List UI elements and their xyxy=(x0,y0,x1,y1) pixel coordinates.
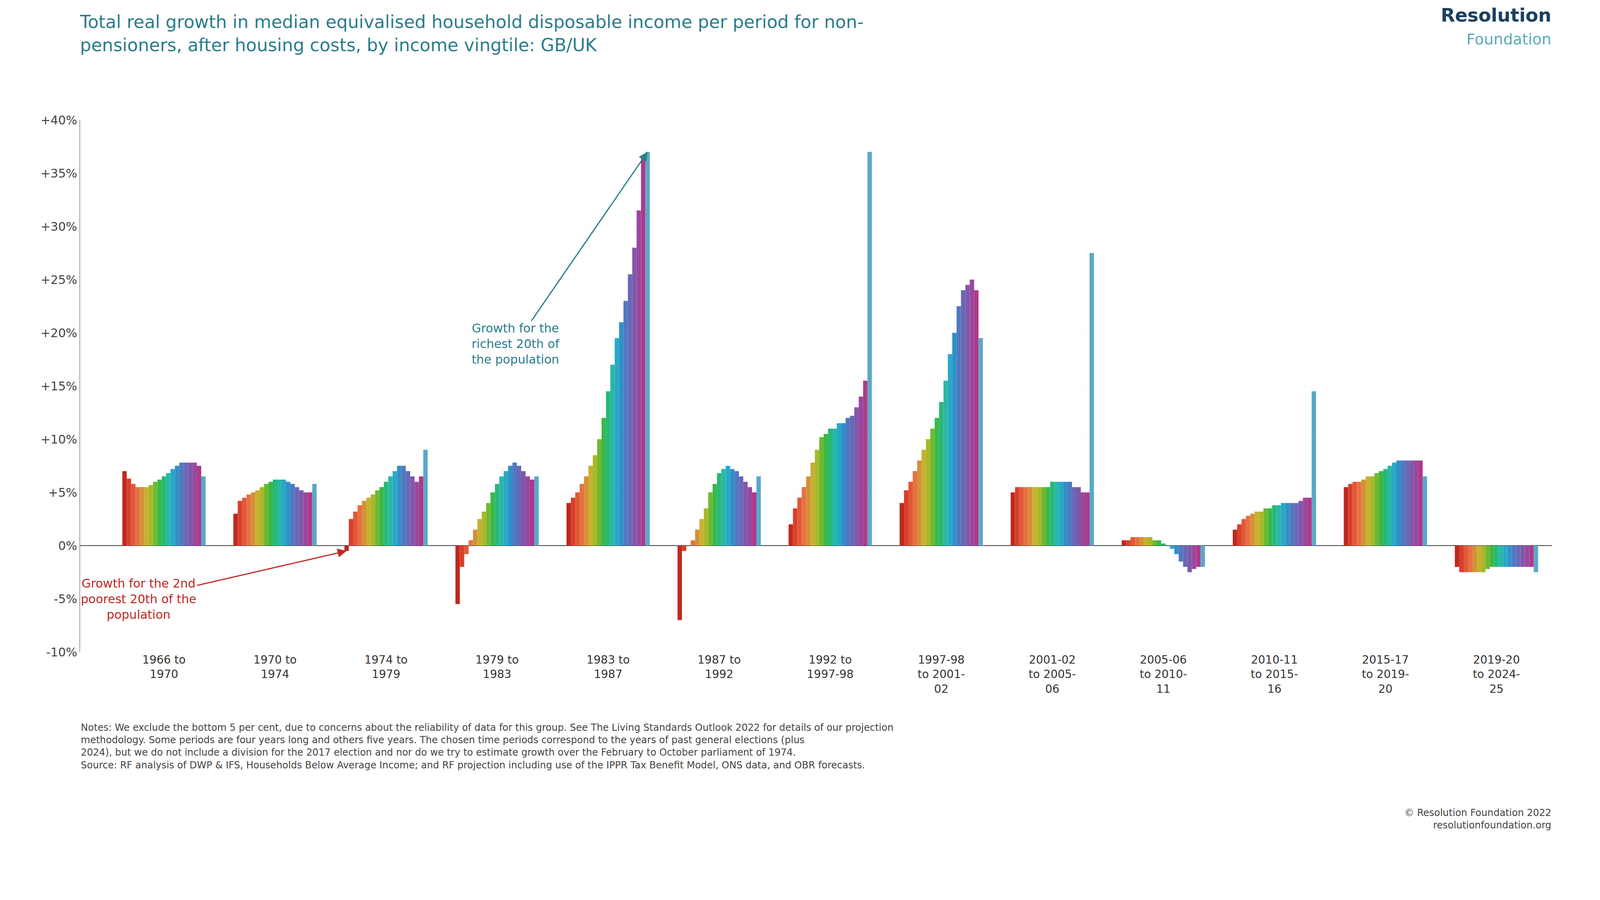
svg-text:+35%: +35% xyxy=(40,166,78,181)
svg-text:+10%: +10% xyxy=(40,432,78,447)
svg-text:1970 to1974: 1970 to1974 xyxy=(253,653,297,681)
svg-text:2015-17to 2019-20: 2015-17to 2019-20 xyxy=(1361,653,1409,696)
svg-text:1966 to1970: 1966 to1970 xyxy=(142,653,186,681)
svg-text:2001-02to 2005-06: 2001-02to 2005-06 xyxy=(1028,653,1076,696)
svg-text:1987 to1992: 1987 to1992 xyxy=(697,653,741,681)
svg-text:2010-11to 2015-16: 2010-11to 2015-16 xyxy=(1250,653,1298,696)
svg-text:-10%: -10% xyxy=(46,645,78,660)
svg-text:Growth for the 2ndpoorest 20th: Growth for the 2ndpoorest 20th of thepop… xyxy=(80,576,197,622)
svg-text:Resolution: Resolution xyxy=(1440,4,1552,26)
svg-text:+5%: +5% xyxy=(48,485,78,500)
svg-text:+25%: +25% xyxy=(40,272,78,287)
svg-text:0%: 0% xyxy=(58,538,78,553)
svg-text:+30%: +30% xyxy=(40,219,78,234)
svg-text:Growth for therichest 20th oft: Growth for therichest 20th ofthe populat… xyxy=(471,321,560,367)
svg-text:1979 to1983: 1979 to1983 xyxy=(475,653,519,681)
svg-text:© Resolution Foundation 2022re: © Resolution Foundation 2022resolutionfo… xyxy=(1404,807,1552,831)
svg-text:+20%: +20% xyxy=(40,326,78,340)
svg-text:Notes: We exclude the bottom 5: Notes: We exclude the bottom 5 per cent,… xyxy=(80,722,894,771)
svg-text:1974 to1979: 1974 to1979 xyxy=(364,653,408,681)
svg-text:Total real growth in median eq: Total real growth in median equivalised … xyxy=(79,11,864,55)
svg-text:1997-98to 2001-02: 1997-98to 2001-02 xyxy=(917,653,965,696)
svg-text:1992 to1997-98: 1992 to1997-98 xyxy=(806,653,854,681)
svg-text:2005-06to 2010-11: 2005-06to 2010-11 xyxy=(1139,653,1187,696)
svg-text:Foundation: Foundation xyxy=(1466,30,1552,48)
svg-text:2019-20to 2024-25: 2019-20to 2024-25 xyxy=(1472,653,1520,696)
svg-text:+15%: +15% xyxy=(40,379,78,394)
svg-text:+40%: +40% xyxy=(40,113,78,128)
svg-text:-5%: -5% xyxy=(54,592,78,606)
svg-text:1983 to1987: 1983 to1987 xyxy=(586,653,630,681)
